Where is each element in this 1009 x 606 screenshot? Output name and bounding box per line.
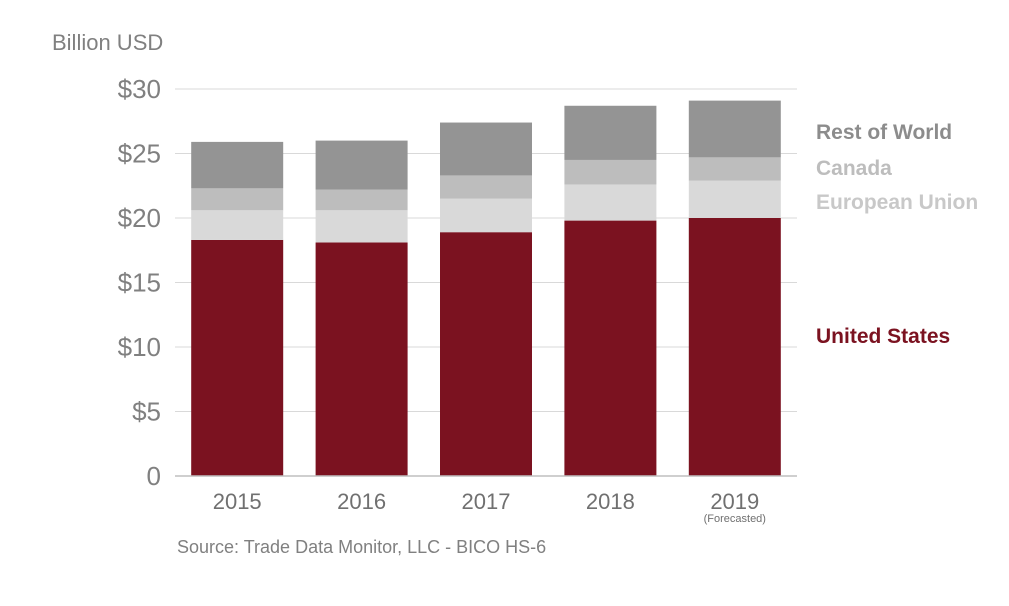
x-tick-note: (Forecasted) [704, 513, 766, 525]
bar-segment-united-states [688, 218, 781, 476]
x-tick-label: 2015 [213, 489, 262, 514]
x-tick-label: 2016 [337, 489, 386, 514]
bar-segment-european-union [440, 198, 532, 233]
legend-european-union: European Union [816, 191, 979, 214]
y-tick-label: $10 [118, 332, 161, 362]
legend-rest-of-world: Rest of World [816, 121, 953, 144]
legend-united-states: United States [816, 325, 951, 348]
bar-segment-canada [440, 175, 532, 199]
y-tick-label: $15 [118, 268, 161, 298]
y-tick-label: $5 [132, 397, 161, 427]
bar-segment-rest-of-world [440, 122, 532, 176]
x-tick-label: 2019 [710, 489, 759, 514]
bar-segment-rest-of-world [564, 105, 657, 160]
x-tick-label: 2018 [586, 489, 635, 514]
bar-segment-rest-of-world [688, 100, 781, 158]
bar-segment-united-states [564, 220, 657, 476]
y-tick-label: $20 [118, 203, 161, 233]
y-tick-label: $30 [118, 74, 161, 104]
bar-segment-united-states [191, 239, 284, 476]
bar-segment-united-states [440, 232, 532, 476]
bar-segment-canada [688, 157, 781, 181]
bar-segment-canada [191, 188, 284, 211]
bar-segment-canada [564, 159, 657, 185]
x-tick-label: 2017 [462, 489, 511, 514]
bar-segment-european-union [564, 184, 657, 221]
bar-segment-european-union [315, 210, 408, 243]
legend-canada: Canada [816, 157, 892, 180]
y-axis-title: Billion USD [52, 30, 164, 55]
source-note: Source: Trade Data Monitor, LLC - BICO H… [177, 537, 547, 557]
y-tick-label: 0 [147, 461, 161, 491]
bar-segment-united-states [315, 242, 408, 476]
bar-segment-canada [315, 189, 408, 211]
y-tick-label: $25 [118, 139, 161, 169]
bar-segment-european-union [688, 180, 781, 218]
bar-segment-rest-of-world [191, 141, 284, 189]
bar-segment-rest-of-world [315, 140, 408, 190]
bar-segment-european-union [191, 210, 284, 240]
